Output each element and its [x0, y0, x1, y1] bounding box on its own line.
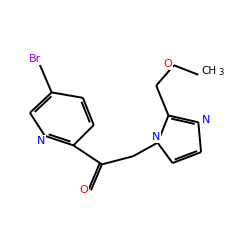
- Text: N: N: [36, 136, 45, 146]
- Text: N: N: [152, 132, 160, 142]
- Text: O: O: [79, 185, 88, 195]
- Text: O: O: [164, 59, 172, 69]
- Text: Br: Br: [29, 54, 42, 64]
- Text: 3: 3: [218, 68, 223, 77]
- Text: N: N: [202, 114, 210, 124]
- Text: CH: CH: [202, 66, 217, 76]
